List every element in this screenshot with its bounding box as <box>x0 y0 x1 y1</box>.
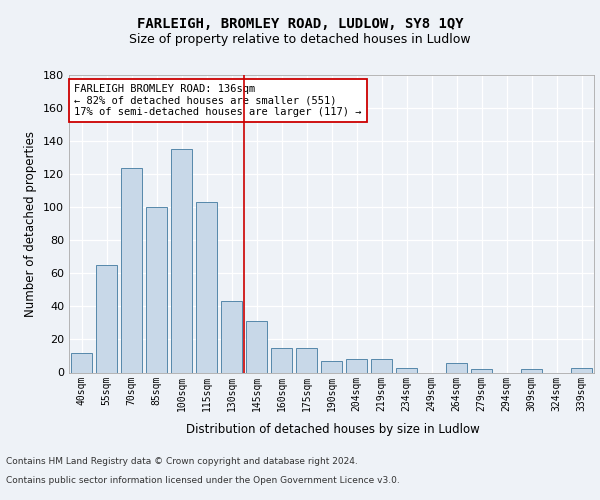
Bar <box>121 168 142 372</box>
Bar <box>296 348 317 372</box>
Text: Contains HM Land Registry data © Crown copyright and database right 2024.: Contains HM Land Registry data © Crown c… <box>6 457 358 466</box>
Bar <box>71 352 92 372</box>
Y-axis label: Number of detached properties: Number of detached properties <box>25 130 37 317</box>
Bar <box>271 348 292 372</box>
Bar <box>521 369 542 372</box>
Bar <box>571 368 592 372</box>
Bar <box>321 361 342 372</box>
Text: Distribution of detached houses by size in Ludlow: Distribution of detached houses by size … <box>186 422 480 436</box>
Bar <box>371 360 392 372</box>
Bar <box>246 322 267 372</box>
Bar <box>96 265 117 372</box>
Text: Contains public sector information licensed under the Open Government Licence v3: Contains public sector information licen… <box>6 476 400 485</box>
Bar <box>221 302 242 372</box>
Text: Size of property relative to detached houses in Ludlow: Size of property relative to detached ho… <box>129 32 471 46</box>
Bar <box>346 360 367 372</box>
Bar <box>146 207 167 372</box>
Bar <box>196 202 217 372</box>
Text: FARLEIGH BROMLEY ROAD: 136sqm
← 82% of detached houses are smaller (551)
17% of : FARLEIGH BROMLEY ROAD: 136sqm ← 82% of d… <box>74 84 362 117</box>
Bar <box>446 362 467 372</box>
Bar <box>471 369 492 372</box>
Bar <box>396 368 417 372</box>
Bar <box>171 150 192 372</box>
Text: FARLEIGH, BROMLEY ROAD, LUDLOW, SY8 1QY: FARLEIGH, BROMLEY ROAD, LUDLOW, SY8 1QY <box>137 18 463 32</box>
